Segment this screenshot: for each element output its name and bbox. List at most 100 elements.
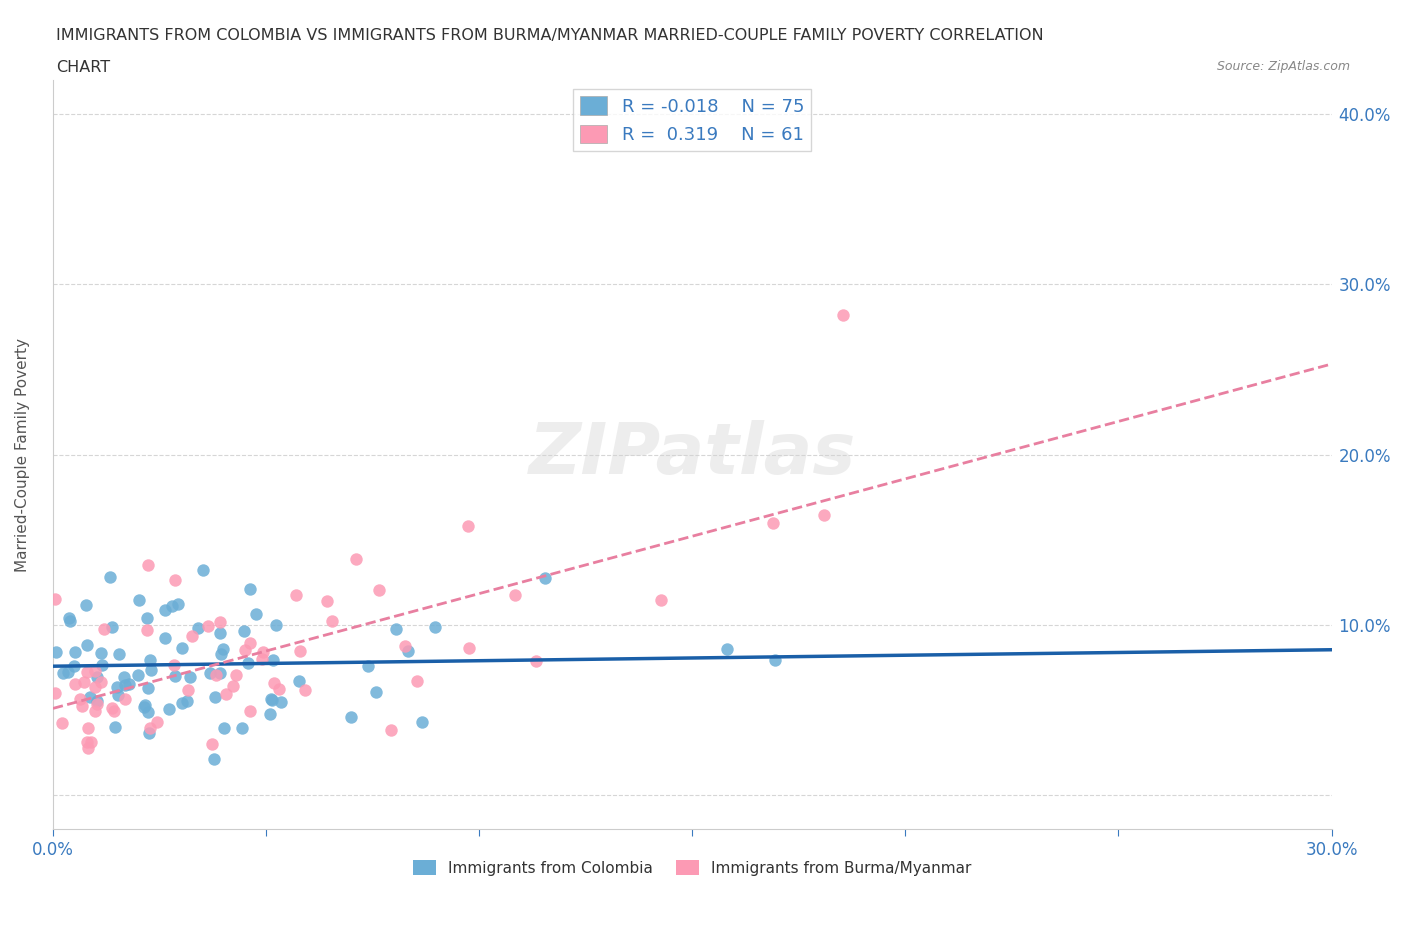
Point <box>118 676 141 691</box>
Point <box>172 696 194 711</box>
Point <box>70 698 93 713</box>
Point <box>260 692 283 707</box>
Point <box>91 658 114 672</box>
Point <box>127 668 149 683</box>
Point <box>209 646 232 661</box>
Point <box>270 694 292 709</box>
Text: CHART: CHART <box>56 60 110 75</box>
Point <box>197 618 219 633</box>
Point <box>193 563 215 578</box>
Point <box>63 677 86 692</box>
Point <box>177 683 200 698</box>
Point <box>107 688 129 703</box>
Point <box>89 674 111 689</box>
Point <box>340 710 363 724</box>
Point <box>59 614 82 629</box>
Point <box>200 737 222 751</box>
Point <box>172 641 194 656</box>
Point <box>285 587 308 602</box>
Point <box>457 518 479 533</box>
Point <box>73 675 96 690</box>
Point <box>141 663 163 678</box>
Point <box>56 665 79 680</box>
Point <box>458 641 481 656</box>
Point <box>44 686 66 701</box>
Point <box>44 591 66 606</box>
Point <box>139 721 162 736</box>
Point <box>650 592 672 607</box>
Point <box>233 643 256 658</box>
Point <box>259 707 281 722</box>
Text: ZIPatlas: ZIPatlas <box>529 420 856 489</box>
Point <box>145 714 167 729</box>
Point <box>344 551 367 566</box>
Point <box>163 658 186 672</box>
Point <box>163 669 186 684</box>
Point <box>321 613 343 628</box>
Legend: R = -0.018    N = 75, R =  0.319    N = 61: R = -0.018 N = 75, R = 0.319 N = 61 <box>574 89 811 152</box>
Point <box>135 623 157 638</box>
Point <box>160 599 183 614</box>
Point <box>163 573 186 588</box>
Point <box>167 596 190 611</box>
Point <box>262 653 284 668</box>
Point <box>357 658 380 673</box>
Point <box>239 582 262 597</box>
Point <box>396 644 419 658</box>
Point <box>179 670 201 684</box>
Point <box>153 631 176 645</box>
Point <box>101 701 124 716</box>
Point <box>155 603 177 618</box>
Point <box>86 670 108 684</box>
Point <box>138 725 160 740</box>
Point <box>136 558 159 573</box>
Point <box>114 678 136 693</box>
Point <box>157 701 180 716</box>
Point <box>204 668 226 683</box>
Point <box>114 670 136 684</box>
Point <box>103 704 125 719</box>
Point <box>524 654 547 669</box>
Point <box>84 664 107 679</box>
Point <box>86 694 108 709</box>
Point <box>423 619 446 634</box>
Point <box>214 721 236 736</box>
Point <box>263 675 285 690</box>
Point <box>364 685 387 700</box>
Point <box>215 686 238 701</box>
Point <box>762 515 785 530</box>
Point <box>187 620 209 635</box>
Point <box>76 638 98 653</box>
Point <box>108 646 131 661</box>
Point <box>763 652 786 667</box>
Point <box>411 715 433 730</box>
Point <box>114 692 136 707</box>
Point <box>136 681 159 696</box>
Point <box>101 619 124 634</box>
Text: Source: ZipAtlas.com: Source: ZipAtlas.com <box>1216 60 1350 73</box>
Point <box>104 720 127 735</box>
Point <box>231 721 253 736</box>
Point <box>394 639 416 654</box>
Point <box>200 666 222 681</box>
Point <box>100 570 122 585</box>
Point <box>51 715 73 730</box>
Point <box>76 720 98 735</box>
Point <box>128 592 150 607</box>
Point <box>208 666 231 681</box>
Point <box>204 689 226 704</box>
Point <box>222 678 245 693</box>
Point <box>380 723 402 737</box>
Text: IMMIGRANTS FROM COLOMBIA VS IMMIGRANTS FROM BURMA/MYANMAR MARRIED-COUPLE FAMILY : IMMIGRANTS FROM COLOMBIA VS IMMIGRANTS F… <box>56 28 1043 43</box>
Point <box>139 653 162 668</box>
Point <box>212 642 235 657</box>
Point <box>406 674 429 689</box>
Point <box>79 690 101 705</box>
Point <box>208 615 231 630</box>
Point <box>136 704 159 719</box>
Point <box>75 598 97 613</box>
Point <box>76 665 98 680</box>
Point <box>267 682 290 697</box>
Point <box>245 606 267 621</box>
Point <box>503 587 526 602</box>
